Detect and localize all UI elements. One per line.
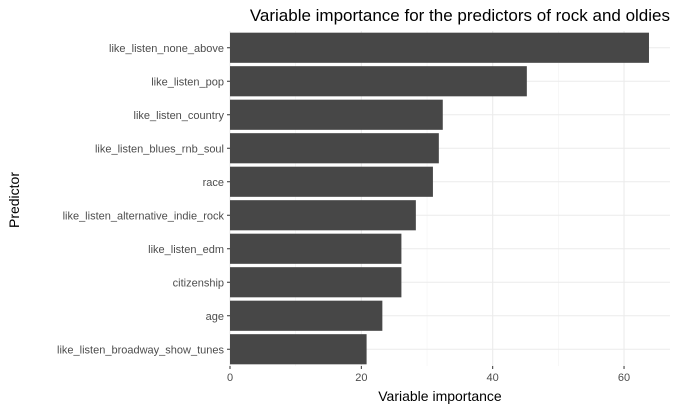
x-axis-title: Variable importance — [378, 388, 502, 404]
y-axis-ticks: like_listen_none_above like_listen_poplik… — [57, 43, 230, 356]
x-tick-label: 0 — [227, 372, 233, 384]
x-tick-label: 20 — [355, 372, 367, 384]
bars — [230, 32, 649, 365]
bar — [230, 200, 416, 231]
bar — [230, 267, 402, 298]
y-axis-title: Predictor — [6, 172, 22, 228]
bar — [230, 300, 383, 331]
y-tick-label: like_listen_alternative_indie_rock — [63, 210, 225, 222]
y-tick-label: race — [203, 177, 224, 189]
bar — [230, 166, 433, 197]
x-tick-label: 40 — [487, 372, 499, 384]
chart-title: Variable importance for the predictors o… — [250, 6, 670, 25]
bar — [230, 334, 367, 365]
x-tick-label: 60 — [618, 372, 630, 384]
bar — [230, 133, 439, 164]
bar — [230, 32, 649, 63]
y-tick-label: like_listen_none_above — [109, 43, 224, 55]
bar — [230, 66, 527, 97]
y-tick-label: age — [206, 311, 224, 323]
bar — [230, 233, 402, 264]
y-tick-label: like_listen_pop — [151, 76, 224, 88]
y-tick-label: like_listen_edm — [148, 244, 224, 256]
y-tick-label: like_listen_broadway_show_tunes — [57, 344, 224, 356]
y-tick-label: like_listen_country — [134, 110, 225, 122]
y-tick-label: citizenship — [173, 277, 224, 289]
bar — [230, 99, 443, 130]
y-tick-label: like_listen_blues_rnb_soul — [95, 143, 224, 155]
x-axis-ticks: 0 20 40 60 — [227, 366, 630, 384]
